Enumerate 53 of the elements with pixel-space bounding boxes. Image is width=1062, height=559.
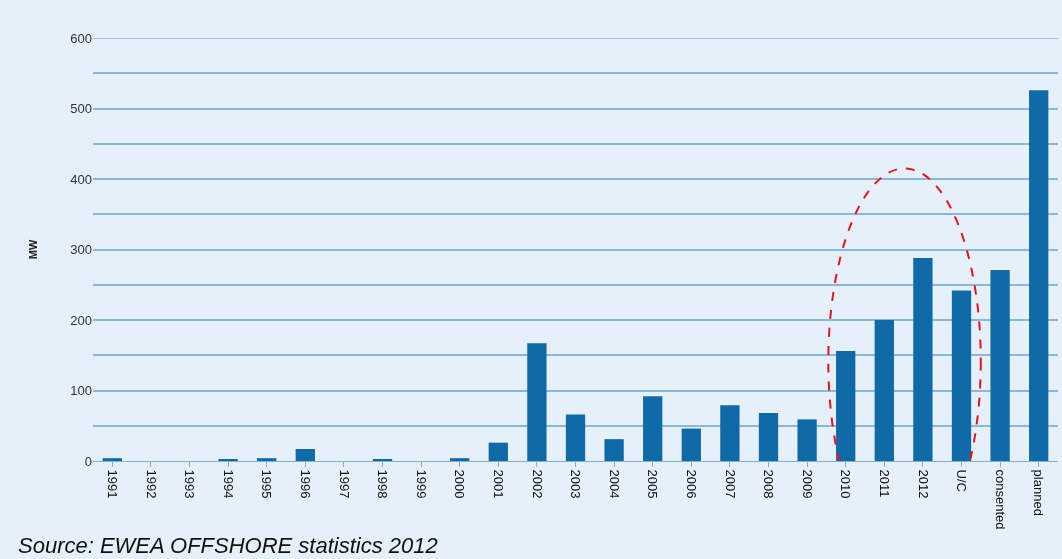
y-tick-label: 500	[70, 101, 92, 117]
x-tick-label: 1997	[336, 469, 352, 499]
y-axis-title: MW	[26, 239, 39, 260]
x-tick-label: 1992	[143, 469, 159, 499]
bar	[488, 442, 508, 461]
bar	[797, 419, 817, 461]
bar	[102, 458, 122, 461]
x-tick-label: 1998	[375, 469, 391, 499]
x-tick-label: 2009	[799, 469, 815, 499]
bar	[643, 396, 663, 461]
bar	[565, 414, 586, 461]
bar	[990, 269, 1010, 461]
source-note: Source: EWEA OFFSHORE statistics 2012	[18, 533, 438, 558]
x-tick-label: 2006	[684, 469, 700, 499]
x-tick-label: 2011	[877, 469, 893, 498]
x-tick-label: 2008	[761, 469, 777, 499]
x-tick-label: 2003	[568, 469, 584, 499]
bar	[1029, 90, 1049, 461]
x-tick-label: 1999	[413, 469, 429, 499]
bar	[681, 428, 701, 461]
x-tick-label: 1991	[105, 469, 121, 499]
x-tick-label: planned	[1031, 469, 1047, 516]
bar	[720, 405, 740, 461]
bar	[874, 320, 894, 461]
x-tick-label: 1994	[220, 469, 236, 499]
x-tick-label: 2005	[645, 469, 661, 499]
bar	[913, 257, 933, 461]
x-tick-label: 2010	[838, 469, 854, 499]
bar	[836, 351, 856, 461]
x-tick-label: 2002	[529, 469, 545, 499]
bar	[604, 439, 624, 461]
bar	[295, 449, 315, 461]
y-tick-label: 100	[70, 383, 92, 399]
x-tick-label: U/C	[954, 469, 970, 492]
x-tick-label: 1995	[259, 469, 275, 499]
x-tick-label: 1996	[298, 469, 314, 499]
x-tick-label: 2004	[606, 469, 622, 499]
y-tick-label: 200	[70, 312, 92, 328]
bar	[527, 343, 547, 461]
bar	[450, 458, 470, 461]
y-tick-label: 400	[70, 171, 92, 187]
x-tick-label: 2007	[722, 469, 738, 499]
x-tick-label: 2012	[915, 469, 931, 499]
bar	[758, 413, 779, 461]
x-tick-label: 2001	[491, 469, 507, 499]
bar	[951, 290, 972, 461]
y-tick-label: 300	[70, 242, 92, 258]
x-tick-label: 1993	[182, 469, 198, 499]
x-tick-label: consented	[992, 469, 1008, 530]
x-tick-label: 2000	[452, 469, 468, 499]
y-tick-label: 0	[84, 453, 92, 469]
y-tick-label: 600	[70, 30, 92, 46]
bar	[257, 458, 277, 461]
